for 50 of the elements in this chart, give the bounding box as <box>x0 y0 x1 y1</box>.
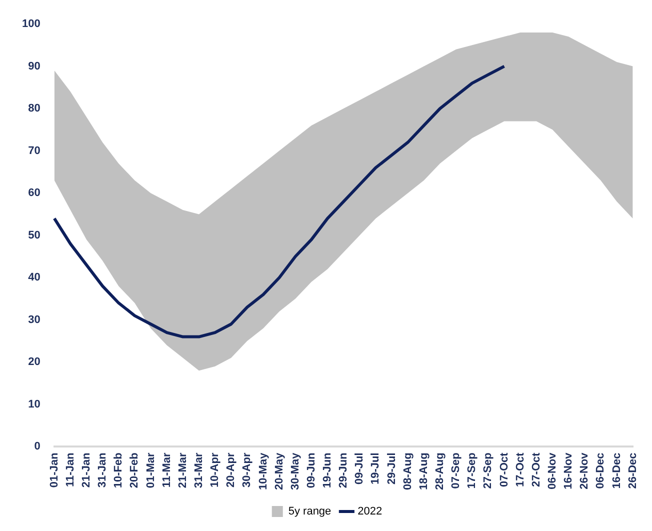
x-tick-label: 21-Jan <box>80 452 93 488</box>
x-tick-label: 09-Jun <box>305 452 318 488</box>
y-tick-label: 90 <box>28 60 40 72</box>
x-tick-label: 06-Nov <box>546 452 558 490</box>
x-tick-label: 19-Jun <box>322 452 334 488</box>
x-tick-label: 01-Mar <box>144 452 157 488</box>
x-tick-label: 20-May <box>273 452 286 490</box>
x-tick-label: 26-Nov <box>578 452 591 490</box>
x-tick-label: 31-Jan <box>96 452 109 488</box>
x-tick-label: 16-Nov <box>562 452 575 490</box>
y-tick-label: 30 <box>28 314 40 326</box>
x-tick-label: 29-Jul <box>386 452 398 484</box>
y-tick-label: 60 <box>28 187 40 200</box>
x-tick-label: 27-Sep <box>482 452 494 489</box>
y-tick-label: 50 <box>28 229 40 242</box>
x-tick-label: 19-Jul <box>370 452 382 484</box>
y-tick-label: 10 <box>28 398 40 410</box>
x-tick-label: 26-Dec <box>626 452 639 489</box>
x-tick-label: 09-Jul <box>354 452 366 484</box>
x-tick-label: 07-Sep <box>450 452 462 489</box>
legend-label: 5y range <box>288 506 332 518</box>
x-tick-label: 11-Mar <box>160 452 173 488</box>
y-tick-label: 80 <box>28 102 40 115</box>
x-tick-label: 27-Oct <box>530 452 542 487</box>
y-tick-label: 40 <box>28 272 40 284</box>
x-tick-label: 29-Jun <box>338 452 350 488</box>
x-tick-label: 10-Feb <box>112 452 125 488</box>
legend-label: 2022 <box>358 506 382 518</box>
x-tick-label: 10-May <box>257 452 270 490</box>
y-tick-label: 0 <box>34 440 40 453</box>
x-tick-label: 08-Aug <box>402 452 414 490</box>
x-tick-label: 11-Jan <box>64 452 76 487</box>
x-tick-label: 31-Mar <box>192 452 205 488</box>
y-tick-label: 100 <box>22 18 40 30</box>
x-tick-label: 20-Feb <box>128 452 141 488</box>
x-tick-label: 20-Apr <box>225 452 238 488</box>
x-tick-label: 17-Oct <box>514 452 526 487</box>
x-tick-label: 07-Oct <box>498 452 510 487</box>
y-tick-label: 70 <box>28 144 40 157</box>
x-tick-label: 10-Apr <box>209 452 222 488</box>
x-tick-label: 30-Apr <box>241 452 254 488</box>
x-tick-label: 30-May <box>289 452 302 490</box>
x-tick-label: 06-Dec <box>594 452 607 489</box>
x-tick-label: 18-Aug <box>418 452 430 490</box>
y-tick-label: 20 <box>28 356 40 368</box>
x-tick-label: 16-Dec <box>610 452 623 489</box>
x-tick-label: 17-Sep <box>466 452 478 489</box>
x-tick-label: 01-Jan <box>48 452 60 488</box>
x-tick-label: 28-Aug <box>434 452 446 490</box>
x-tick-label: 21-Mar <box>176 452 189 488</box>
